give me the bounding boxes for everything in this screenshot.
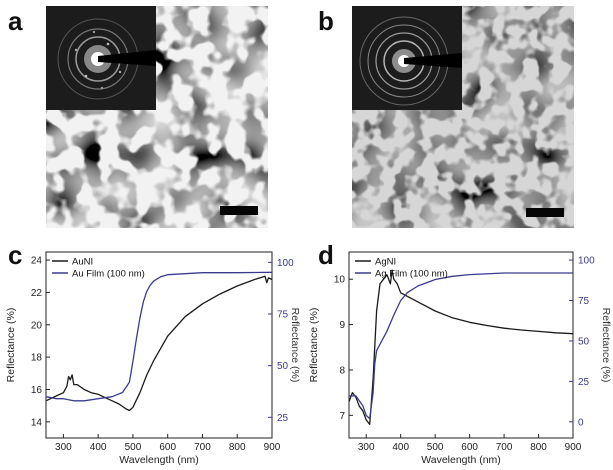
chart-d-y-left-tick-label: 10 (334, 275, 346, 286)
chart-c-y-right-tick-label: 50 (277, 361, 289, 372)
chart-c-y-left-tick-label: 18 (31, 353, 43, 364)
chart-c-x-axis-label: Wavelength (nm) (119, 454, 199, 466)
chart-d-y-left-tick-label: 7 (339, 411, 345, 422)
chart-c-y-right-tick-label: 100 (277, 258, 294, 269)
chart-d-x-tick-label: 900 (565, 442, 582, 453)
chart-c-x-tick-label: 500 (125, 442, 142, 453)
panel-letter-c: c (8, 240, 23, 270)
chart-d-series-line-1 (348, 269, 574, 426)
chart-c-x-tick-label: 700 (194, 442, 211, 453)
chart-d-x-tick-label: 600 (461, 442, 478, 453)
chart-d-x-tick-label: 300 (358, 442, 375, 453)
diffraction-inset-b (352, 6, 462, 110)
chart-c-x-tick-label: 900 (264, 442, 281, 453)
scale-bar-a (220, 206, 258, 215)
panel-letter-d: d (318, 240, 334, 270)
chart-d-x-tick-label: 500 (427, 442, 444, 453)
chart-c-y-right-axis-label: Reflectance (%) (289, 308, 300, 383)
chart-c-y-right-tick-label: 25 (277, 413, 289, 424)
diffraction-inset-a (46, 6, 156, 110)
chart-c-y-left-tick-label: 16 (31, 385, 43, 396)
chart-c: 300 400 500 600 700 800 900 14 16 18 20 22 24 25 50 75 1… (5, 251, 300, 466)
chart-c-y-left-tick-label: 14 (31, 417, 43, 428)
chart-c-series-line-2 (45, 271, 273, 402)
chart-d-plot-frame (348, 251, 574, 439)
chart-c-legend-label-2: Au Film (100 nm) (72, 269, 145, 280)
chart-c-y-left-tick-label: 20 (31, 320, 43, 331)
chart-c-legend-label-1: AuNI (72, 257, 93, 268)
panel-letter-b: b (318, 6, 334, 36)
chart-d-x-tick-label: 400 (392, 442, 409, 453)
chart-d-y-right-tick-label: 50 (578, 336, 590, 347)
chart-d-y-right-axis-label: Reflectance (%) (600, 308, 612, 383)
chart-d-y-left-axis-label: Reflectance (%) (308, 308, 320, 383)
chart-d: 300 400 500 600 700 800 900789100255075100Wave… (308, 251, 612, 466)
chart-d-y-right-tick-label: 0 (578, 417, 584, 428)
chart-c-y-right-tick-label: 75 (277, 310, 289, 321)
chart-d-y-left-tick-label: 8 (339, 365, 345, 376)
chart-d-y-right-tick-label: 25 (578, 377, 590, 388)
chart-d-series-line-2 (349, 272, 573, 420)
chart-c-x-tick-label: 400 (90, 442, 107, 453)
chart-d-x-tick-label: 800 (530, 442, 547, 453)
chart-c-x-tick-label: 300 (55, 442, 72, 453)
scale-bar-b (526, 208, 564, 217)
chart-c-y-left-axis-label: Reflectance (%) (5, 308, 17, 383)
chart-d-y-right-tick-label: 100 (578, 256, 595, 267)
chart-d-x-axis-label: Wavelength (nm) (421, 454, 501, 466)
chart-d-y-right-tick-label: 75 (578, 296, 590, 307)
chart-c-y-left-tick-label: 22 (31, 288, 43, 299)
chart-c-plot-frame (45, 251, 273, 439)
chart-d-legend-label-2: Ag Film (100 nm) (375, 269, 448, 280)
chart-d-legend-label-1: AgNI (375, 257, 396, 268)
panel-letter-a: a (8, 6, 23, 36)
chart-c-x-tick-label: 600 (159, 442, 176, 453)
chart-c-x-tick-label: 800 (229, 442, 246, 453)
chart-d-x-tick-label: 700 (496, 442, 513, 453)
chart-d-y-left-tick-label: 9 (339, 320, 345, 331)
chart-c-y-left-tick-label: 24 (31, 256, 43, 267)
chart-c-series-line-1 (45, 275, 273, 412)
